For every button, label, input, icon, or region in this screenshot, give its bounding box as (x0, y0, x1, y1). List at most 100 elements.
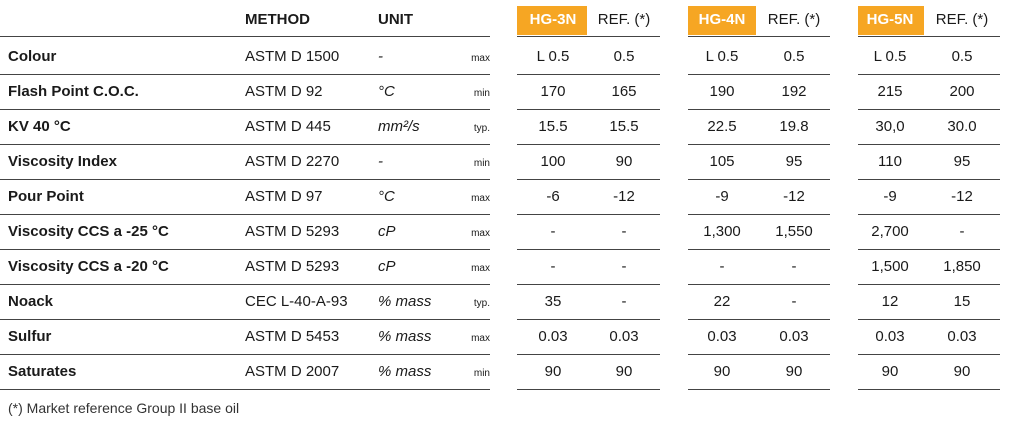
value: 19.8 (779, 118, 809, 135)
unit: °C (378, 188, 395, 205)
value: -6 (546, 188, 560, 205)
product-badge (517, 6, 587, 35)
unit: % mass (378, 328, 432, 345)
limit: max (471, 263, 490, 274)
value: 0.5 (783, 48, 805, 65)
value: 192 (781, 83, 807, 100)
method: ASTM D 2270 (245, 153, 340, 170)
method: ASTM D 5293 (245, 223, 340, 240)
value: 110 (878, 153, 902, 170)
limit: max (471, 333, 490, 344)
ref-header: REF. (*) (597, 11, 651, 28)
value: - (621, 258, 627, 275)
value: 0.03 (875, 328, 905, 345)
product-name: HG-3N (529, 11, 577, 28)
row-divider (858, 179, 1000, 180)
row-divider (858, 389, 1000, 390)
value: 200 (949, 83, 975, 100)
unit: % mass (378, 293, 432, 310)
value: 0.5 (951, 48, 973, 65)
row-divider (0, 389, 490, 390)
product-name: HG-4N (698, 11, 746, 28)
value: 0.5 (613, 48, 635, 65)
method: ASTM D 1500 (245, 48, 340, 65)
row-divider (688, 109, 830, 110)
property: Viscosity Index (8, 153, 117, 170)
value: 15.5 (609, 118, 639, 135)
row-divider (858, 74, 1000, 75)
value: 165 (611, 83, 637, 100)
row-divider (0, 319, 490, 320)
limit: min (473, 158, 490, 169)
value: 15 (953, 293, 971, 310)
unit: mm²/s (378, 118, 420, 135)
row-divider (517, 354, 660, 355)
value: 0.03 (609, 328, 639, 345)
product-name: HG-5N (866, 11, 914, 28)
row-divider (858, 144, 1000, 145)
row-divider (858, 36, 1000, 37)
method: ASTM D 2007 (245, 363, 340, 380)
unit: cP (378, 258, 396, 275)
row-divider (858, 284, 1000, 285)
row-divider (688, 36, 830, 37)
row-divider (517, 144, 660, 145)
ref-header: REF. (*) (767, 11, 821, 28)
unit: % mass (378, 363, 432, 380)
value: -12 (951, 188, 973, 205)
value: 1,850 (943, 258, 981, 275)
row-divider (517, 214, 660, 215)
method: ASTM D 5293 (245, 258, 340, 275)
value: 190 (709, 83, 735, 100)
value: 22 (713, 293, 731, 310)
value: 90 (615, 153, 633, 170)
value: 90 (544, 363, 562, 380)
method: ASTM D 92 (245, 83, 323, 100)
row-divider (858, 249, 1000, 250)
limit: max (471, 193, 490, 204)
row-divider (688, 74, 830, 75)
value: 2,700 (871, 223, 909, 240)
row-divider (688, 354, 830, 355)
row-divider (688, 214, 830, 215)
row-divider (0, 249, 490, 250)
value: 215 (877, 83, 903, 100)
value: 1,500 (871, 258, 909, 275)
row-divider (517, 389, 660, 390)
ref-header: REF. (*) (935, 11, 989, 28)
property: Flash Point C.O.C. (8, 83, 139, 100)
limit: max (471, 53, 490, 64)
limit: min (473, 368, 490, 379)
value: L 0.5 (705, 48, 739, 65)
value: 100 (540, 153, 566, 170)
row-divider (858, 354, 1000, 355)
value: 95 (785, 153, 803, 170)
row-divider (0, 354, 490, 355)
value: 105 (709, 153, 735, 170)
row-divider (517, 319, 660, 320)
row-divider (0, 179, 490, 180)
value: - (719, 258, 725, 275)
property: Pour Point (8, 188, 84, 205)
property: Sulfur (8, 328, 52, 345)
value: - (791, 258, 797, 275)
value: 90 (785, 363, 803, 380)
product-badge (858, 6, 924, 35)
property: Viscosity CCS a -20 °C (8, 258, 169, 275)
value: 22.5 (707, 118, 737, 135)
method: CEC L-40-A-93 (245, 293, 348, 310)
row-divider (688, 179, 830, 180)
value: - (621, 223, 627, 240)
row-divider (688, 144, 830, 145)
value: 90 (953, 363, 971, 380)
row-divider (517, 74, 660, 75)
value: 170 (540, 83, 566, 100)
unit: cP (378, 223, 396, 240)
value: 0.03 (947, 328, 977, 345)
value: 90 (713, 363, 731, 380)
value: - (550, 223, 556, 240)
limit: typ. (473, 123, 490, 134)
value: 1,300 (703, 223, 741, 240)
property: Viscosity CCS a -25 °C (8, 223, 169, 240)
row-divider (0, 214, 490, 215)
